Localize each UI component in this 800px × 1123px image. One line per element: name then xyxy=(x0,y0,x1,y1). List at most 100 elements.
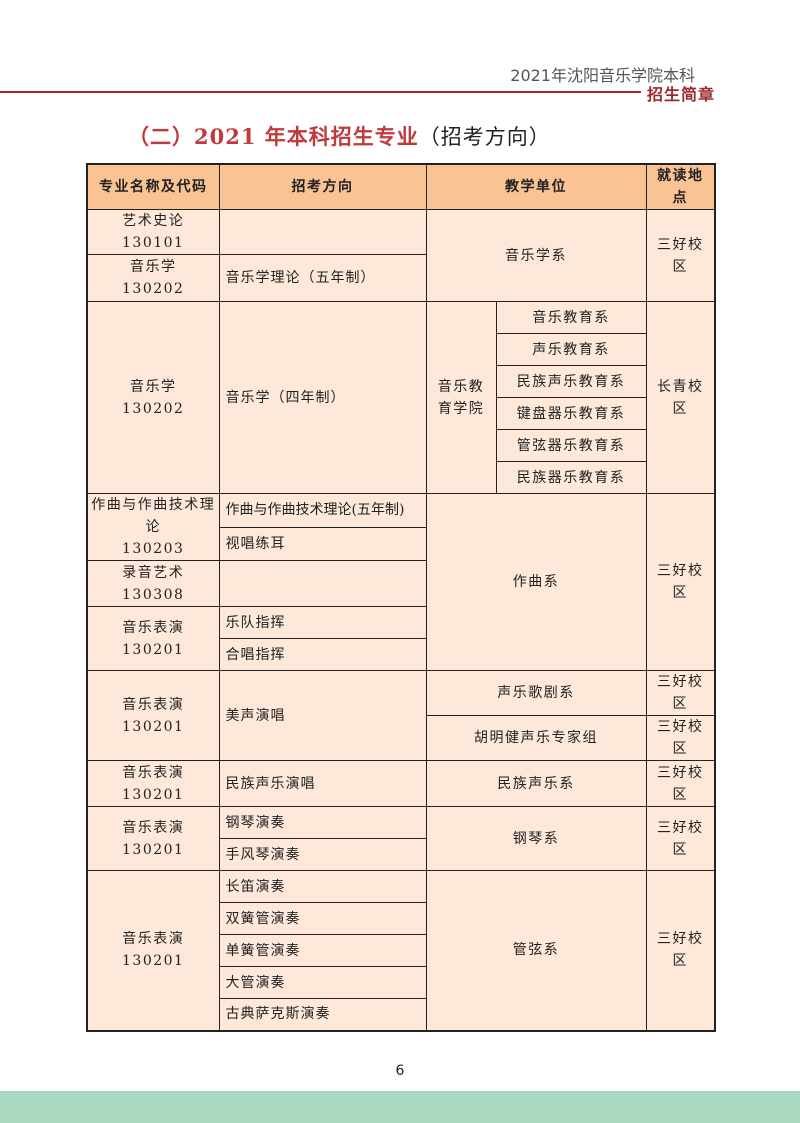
table-row: 音乐表演 130201 长笛演奏 管弦系 三好校区 xyxy=(86,870,716,1031)
unit-cell: 声乐歌剧系 xyxy=(425,670,647,716)
table-row: 键盘器乐教育系 xyxy=(87,397,715,430)
table-row: 合唱指挥 xyxy=(87,638,715,671)
major-code: 130101 xyxy=(122,235,185,251)
major-code: 130308 xyxy=(122,586,185,603)
direction-cell: 民族声乐演唱 xyxy=(218,760,427,807)
header-divider xyxy=(0,91,641,93)
major-name: 音乐表演 xyxy=(122,696,185,713)
header-major: 专业名称及代码 xyxy=(86,163,220,210)
section-title-sub: （招考方向） xyxy=(418,125,551,149)
table-row: 古典萨克斯演奏 xyxy=(87,998,715,1031)
major-code: 130201 xyxy=(122,953,185,970)
campus-cell: 三好校区 xyxy=(645,209,716,302)
direction-cell: 双簧管演奏 xyxy=(218,902,427,935)
direction-cell: 视唱练耳 xyxy=(218,526,427,561)
major-code: 130201 xyxy=(122,841,185,858)
department-cell: 民族声乐教育系 xyxy=(495,365,647,398)
header-brand: 招生简章 xyxy=(647,85,716,104)
unit-cell: 作曲系 xyxy=(425,493,647,671)
table-row: 声乐教育系 xyxy=(87,333,715,366)
section-title: （二）2021 年本科招生专业（招考方向） xyxy=(128,121,551,151)
campus-cell: 三好校区 xyxy=(645,715,716,761)
direction-cell: 长笛演奏 xyxy=(218,870,427,903)
major-cell: 音乐学 130202 xyxy=(86,301,220,494)
direction-cell: 单簧管演奏 xyxy=(218,934,427,967)
major-cell: 音乐表演 130201 xyxy=(86,606,220,671)
direction-cell: 乐队指挥 xyxy=(218,606,427,639)
campus-cell: 三好校区 xyxy=(645,870,716,1031)
table-row: 大管演奏 xyxy=(87,966,715,999)
header-campus: 就读地点 xyxy=(645,163,716,210)
direction-cell: 音乐学理论（五年制） xyxy=(218,254,427,302)
major-name: 录音艺术 xyxy=(122,564,185,581)
major-cell: 艺术史论 130101 xyxy=(86,209,220,255)
major-code: 130203 xyxy=(122,541,185,557)
direction-cell: 钢琴演奏 xyxy=(218,806,427,839)
table-row: 民族器乐教育系 xyxy=(87,461,715,494)
direction-cell: 手风琴演奏 xyxy=(218,838,427,871)
department-cell: 民族器乐教育系 xyxy=(495,461,647,494)
table-row: 音乐表演 130201 钢琴演奏 钢琴系 三好校区 xyxy=(86,806,716,871)
major-name: 音乐学 xyxy=(130,378,177,395)
major-cell: 录音艺术 130308 xyxy=(86,560,220,607)
direction-cell: 合唱指挥 xyxy=(218,638,427,671)
majors-table: 专业名称及代码 招考方向 教学单位 就读地点 艺术史论 130101 音乐学系 三… xyxy=(86,163,716,1032)
table-row: 民族声乐教育系 xyxy=(87,365,715,398)
department-cell: 管弦器乐教育系 xyxy=(495,429,647,462)
major-name: 艺术史论 xyxy=(122,213,185,229)
major-name: 音乐学 xyxy=(130,259,177,275)
campus-cell: 三好校区 xyxy=(645,493,716,671)
unit-cell: 管弦系 xyxy=(425,870,647,1031)
header-unit: 教学单位 xyxy=(425,163,647,210)
table-row: 艺术史论 130101 音乐学系 三好校区 xyxy=(86,209,716,302)
major-cell: 音乐表演 130201 xyxy=(86,806,220,871)
campus-cell: 三好校区 xyxy=(645,806,716,871)
direction-cell: 作曲与作曲技术理论(五年制) xyxy=(218,493,427,528)
major-name: 音乐表演 xyxy=(122,819,185,836)
department-cell: 键盘器乐教育系 xyxy=(495,397,647,430)
table-row: 音乐学 130202 音乐学理论（五年制） xyxy=(86,254,715,302)
table-row: 胡明健声乐专家组 三好校区 xyxy=(87,715,716,761)
unit-cell: 胡明健声乐专家组 xyxy=(425,715,647,761)
direction-cell: 古典萨克斯演奏 xyxy=(218,998,427,1031)
table-row: 录音艺术 130308 xyxy=(86,560,715,607)
section-title-main: （二）2021 年本科招生专业 xyxy=(128,124,419,149)
department-cell: 音乐教育系 xyxy=(495,301,647,334)
unit-cell: 音乐教育学院 xyxy=(425,301,497,494)
major-cell: 音乐表演 130201 xyxy=(86,870,220,1031)
unit-cell: 音乐学系 xyxy=(425,209,647,302)
table-row: 手风琴演奏 xyxy=(87,838,715,871)
direction-cell xyxy=(218,560,427,607)
department-cell: 声乐教育系 xyxy=(495,333,647,366)
major-name: 音乐表演 xyxy=(122,764,185,781)
page-number: 6 xyxy=(395,1063,405,1079)
header-direction: 招考方向 xyxy=(218,163,427,210)
unit-cell: 钢琴系 xyxy=(425,806,647,871)
table-header-row: 专业名称及代码 招考方向 教学单位 就读地点 xyxy=(86,163,716,210)
direction-cell: 大管演奏 xyxy=(218,966,427,999)
direction-cell xyxy=(218,209,427,255)
campus-cell: 三好校区 xyxy=(645,670,716,716)
major-code: 130201 xyxy=(122,718,185,735)
table-row: 管弦器乐教育系 xyxy=(87,429,715,462)
document-header-title: 2021年沈阳音乐学院本科 xyxy=(510,66,695,85)
unit-cell: 民族声乐系 xyxy=(425,760,647,807)
major-cell: 作曲与作曲技术理论 130203 xyxy=(86,493,220,561)
major-code: 130202 xyxy=(122,281,185,297)
major-code: 130202 xyxy=(122,400,185,417)
table-row: 音乐表演 130201 乐队指挥 xyxy=(86,606,715,671)
table-row: 音乐表演 130201 民族声乐演唱 民族声乐系 三好校区 xyxy=(86,760,716,807)
campus-cell: 三好校区 xyxy=(645,760,716,807)
major-code: 130201 xyxy=(122,641,185,658)
table-row: 单簧管演奏 xyxy=(87,934,715,967)
major-cell: 音乐学 130202 xyxy=(86,254,220,302)
direction-cell: 美声演唱 xyxy=(218,670,427,761)
campus-cell: 长青校区 xyxy=(645,301,716,494)
table-row: 音乐表演 130201 美声演唱 声乐歌剧系 三好校区 xyxy=(86,670,716,761)
table-row: 音乐学 130202 音乐学（四年制） 音乐教育学院 音乐教育系 长青校区 xyxy=(86,301,716,494)
major-name: 音乐表演 xyxy=(122,931,185,948)
major-name: 音乐表演 xyxy=(122,619,185,636)
major-code: 130201 xyxy=(122,786,185,803)
major-cell: 音乐表演 130201 xyxy=(86,760,220,807)
direction-cell: 音乐学（四年制） xyxy=(218,301,427,494)
